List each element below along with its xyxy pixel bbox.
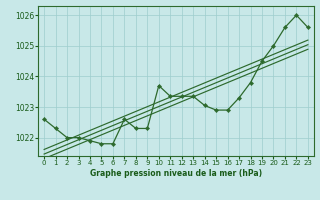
X-axis label: Graphe pression niveau de la mer (hPa): Graphe pression niveau de la mer (hPa) (90, 169, 262, 178)
